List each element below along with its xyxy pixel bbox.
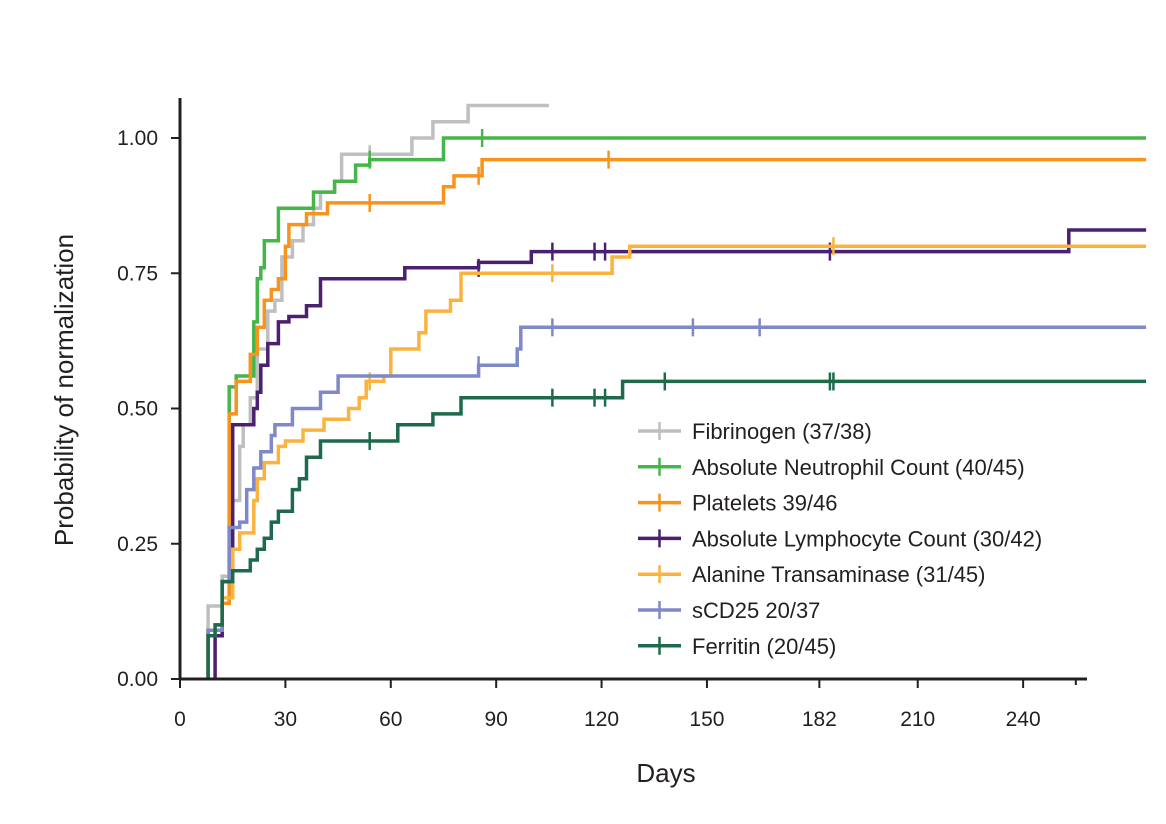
legend-label: Absolute Neutrophil Count (40/45): [692, 455, 1025, 480]
y-tick-label: 0.75: [117, 262, 158, 285]
series-6: [206, 372, 1147, 679]
legend-label: Fibrinogen (37/38): [692, 419, 872, 444]
y-tick-label: 1.00: [117, 127, 158, 150]
x-tick-label: 90: [484, 708, 507, 731]
x-tick-label: 150: [689, 708, 724, 731]
series-2: [206, 150, 1147, 679]
series-1: [206, 129, 1147, 679]
series-line: [206, 379, 1147, 679]
x-tick-label: 182: [802, 708, 837, 731]
x-tick-label: 60: [379, 708, 402, 731]
axes-layer: [178, 98, 1087, 681]
legend-item: Absolute Lymphocyte Count (30/42): [638, 526, 1042, 551]
x-axis-title: Days: [636, 758, 695, 788]
x-tick-label: 0: [174, 708, 186, 731]
legend-label: Absolute Lymphocyte Count (30/42): [692, 526, 1042, 551]
legend-label: Ferritin (20/45): [692, 634, 836, 659]
legend-label: Alanine Transaminase (31/45): [692, 562, 986, 587]
x-tick-label: 240: [1006, 708, 1041, 731]
legend-label: sCD25 20/37: [692, 598, 820, 623]
legend: Fibrinogen (37/38) Absolute Neutrophil Co…: [638, 419, 1042, 659]
series-5: [206, 318, 1147, 679]
legend-item: Absolute Neutrophil Count (40/45): [638, 455, 1025, 480]
legend-item: Alanine Transaminase (31/45): [638, 562, 986, 587]
y-tick-label: 0.50: [117, 398, 158, 421]
legend-label: Platelets 39/46: [692, 491, 838, 516]
series-line: [206, 244, 1147, 679]
legend-item: sCD25 20/37: [638, 598, 820, 623]
legend-item: Fibrinogen (37/38): [638, 419, 872, 444]
y-tick-label: 0.00: [117, 668, 158, 691]
series-line: [206, 157, 1147, 679]
series-layer: [206, 103, 1147, 679]
y-axis-title: Probability of normalization: [49, 234, 79, 546]
legend-item: Ferritin (20/45): [638, 634, 836, 659]
series-3: [213, 228, 1147, 679]
ticks-layer: 0 30 60 90 120 150 182 210 240 0.00 0.25 0.50 0.75 1.…: [117, 127, 1077, 731]
legend-item: Platelets 39/46: [638, 491, 838, 516]
x-tick-label: 120: [584, 708, 619, 731]
x-tick-label: 210: [900, 708, 935, 731]
x-tick-label: 30: [274, 708, 297, 731]
y-tick-label: 0.25: [117, 533, 158, 556]
